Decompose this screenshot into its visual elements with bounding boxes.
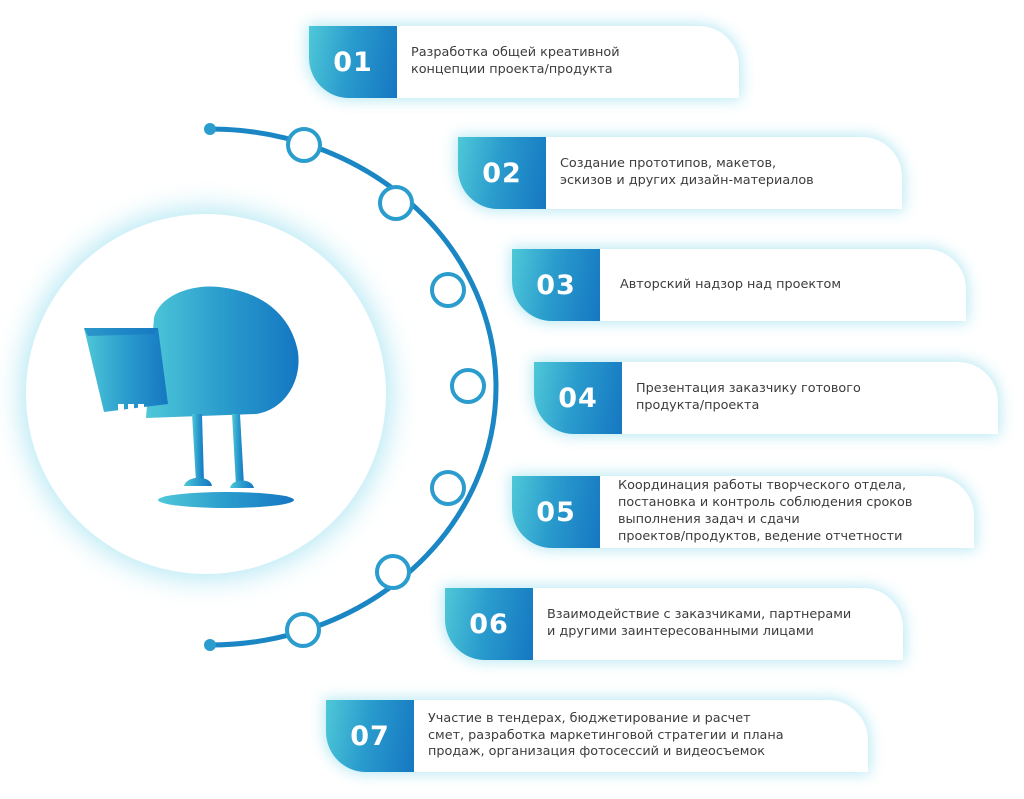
step-card-03: 03 Авторский надзор над проектом	[512, 249, 966, 321]
step-number: 02	[458, 137, 546, 209]
step-description: Участие в тендерах, бюджетирование и рас…	[428, 710, 784, 760]
step-description: Разработка общей креативной концепции пр…	[411, 45, 620, 77]
step-description: Взаимодействие с заказчиками, партнерами…	[547, 607, 852, 639]
timeline-node	[285, 612, 321, 648]
step-card-04: 04 Презентация заказчику готового продук…	[534, 362, 998, 434]
timeline-node	[430, 272, 466, 308]
step-card-01: 01 Разработка общей креативной концепции…	[309, 26, 739, 98]
timeline-node	[375, 554, 411, 590]
timeline-node	[286, 127, 322, 163]
director-chair-icon	[84, 286, 299, 508]
step-description: Координация работы творческого отдела, п…	[618, 478, 913, 544]
step-number: 03	[512, 249, 600, 321]
step-description: Авторский надзор над проектом	[620, 276, 842, 292]
center-circle	[26, 214, 386, 574]
arc-end-dot	[204, 639, 216, 651]
step-description: Презентация заказчику готового продукта/…	[636, 381, 861, 413]
timeline-node	[378, 185, 414, 221]
step-card-06: 06 Взаимодействие с заказчиками, партнер…	[445, 588, 903, 660]
timeline-node	[430, 470, 466, 506]
step-card-07: 07 Участие в тендерах, бюджетирование и …	[326, 700, 868, 772]
step-number: 04	[534, 362, 622, 434]
arc-line	[209, 126, 499, 648]
step-number: 01	[309, 26, 397, 98]
step-card-02: 02 Создание прототипов, макетов, эскизов…	[458, 137, 902, 209]
step-description: Создание прототипов, макетов, эскизов и …	[560, 156, 814, 188]
step-card-05: 05 Координация работы творческого отдела…	[512, 476, 974, 548]
step-number: 06	[445, 588, 533, 660]
arc-end-dot	[204, 123, 216, 135]
step-number: 05	[512, 476, 600, 548]
step-number: 07	[326, 700, 414, 772]
timeline-node	[450, 368, 486, 404]
